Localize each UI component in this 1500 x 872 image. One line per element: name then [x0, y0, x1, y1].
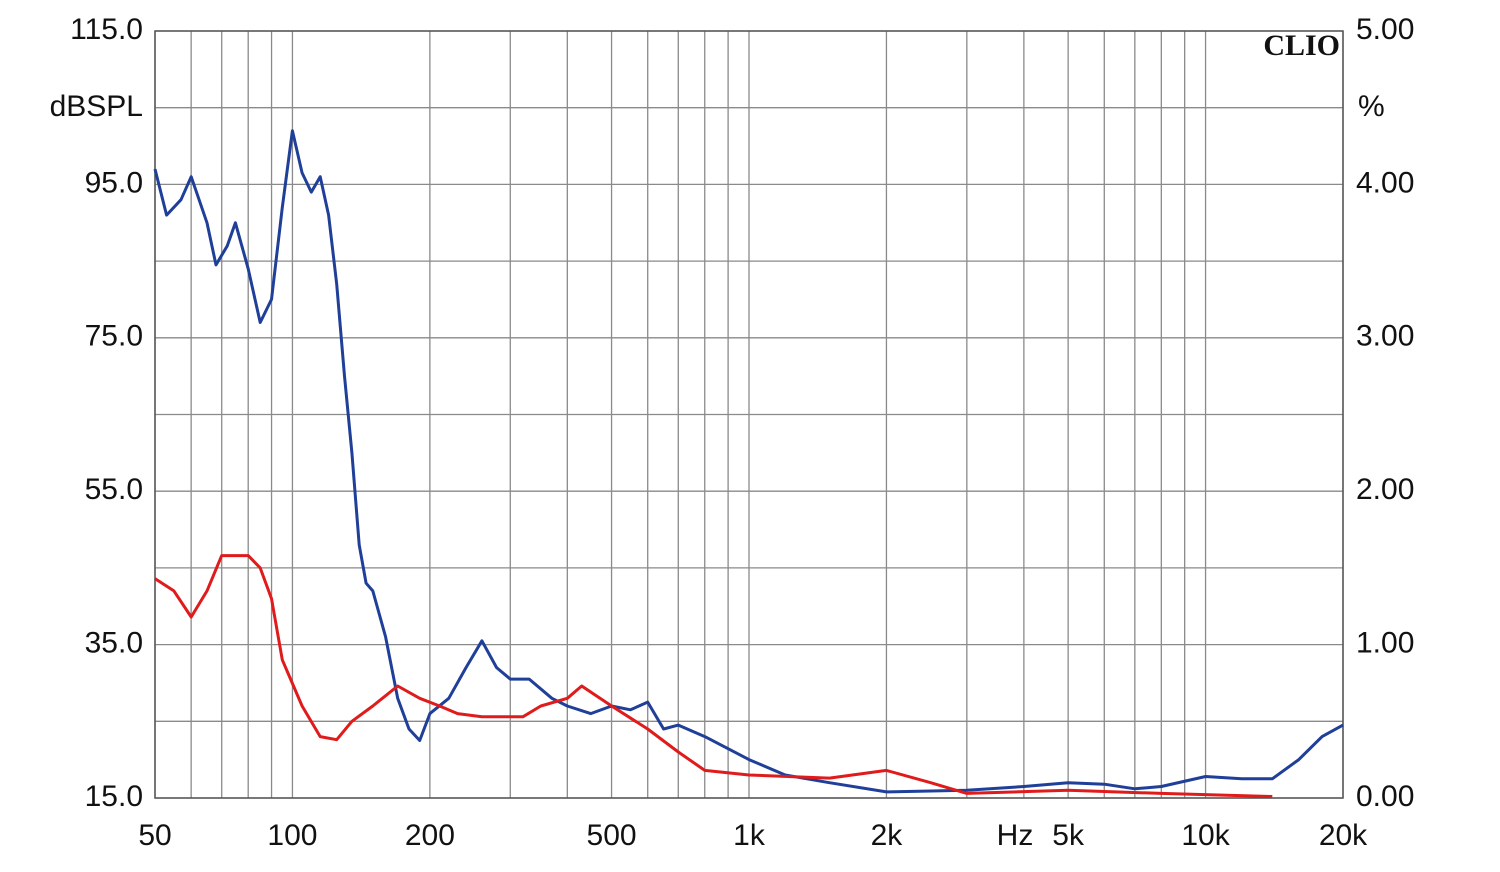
- y-tick-label: 35.0: [85, 627, 143, 660]
- x-tick-label: 50: [138, 819, 171, 852]
- y-tick-label: 115.0: [70, 13, 143, 46]
- x-axis-label: Hz: [997, 819, 1034, 852]
- y2-tick-label: 4.00: [1356, 166, 1414, 199]
- x-tick-label: 200: [405, 819, 455, 852]
- y-tick-label: 75.0: [85, 320, 143, 353]
- y2-axis-label: %: [1358, 90, 1385, 123]
- x-tick-label: 100: [267, 819, 317, 852]
- y2-tick-label: 2.00: [1356, 473, 1414, 506]
- series-line: [153, 129, 1344, 794]
- x-tick-label: 2k: [871, 819, 904, 852]
- x-tick-label: 10k: [1181, 819, 1230, 852]
- y2-tick-label: 0.00: [1356, 780, 1414, 813]
- y-tick-label: 95.0: [85, 166, 143, 199]
- series-line: [154, 554, 1273, 798]
- y-axis-label: dBSPL: [50, 90, 143, 123]
- y-tick-label: 15.0: [85, 780, 143, 813]
- y2-tick-label: 5.00: [1356, 13, 1414, 46]
- plot-frame: [154, 30, 1344, 799]
- x-tick-label: 20k: [1319, 819, 1368, 852]
- y2-tick-label: 1.00: [1356, 627, 1414, 660]
- y-tick-label: 55.0: [85, 473, 143, 506]
- x-tick-label: 500: [587, 819, 637, 852]
- x-tick-label: 5k: [1052, 819, 1085, 852]
- brand: CLIO: [1263, 29, 1340, 62]
- y2-tick-label: 3.00: [1356, 320, 1414, 353]
- x-tick-label: 1k: [733, 819, 766, 852]
